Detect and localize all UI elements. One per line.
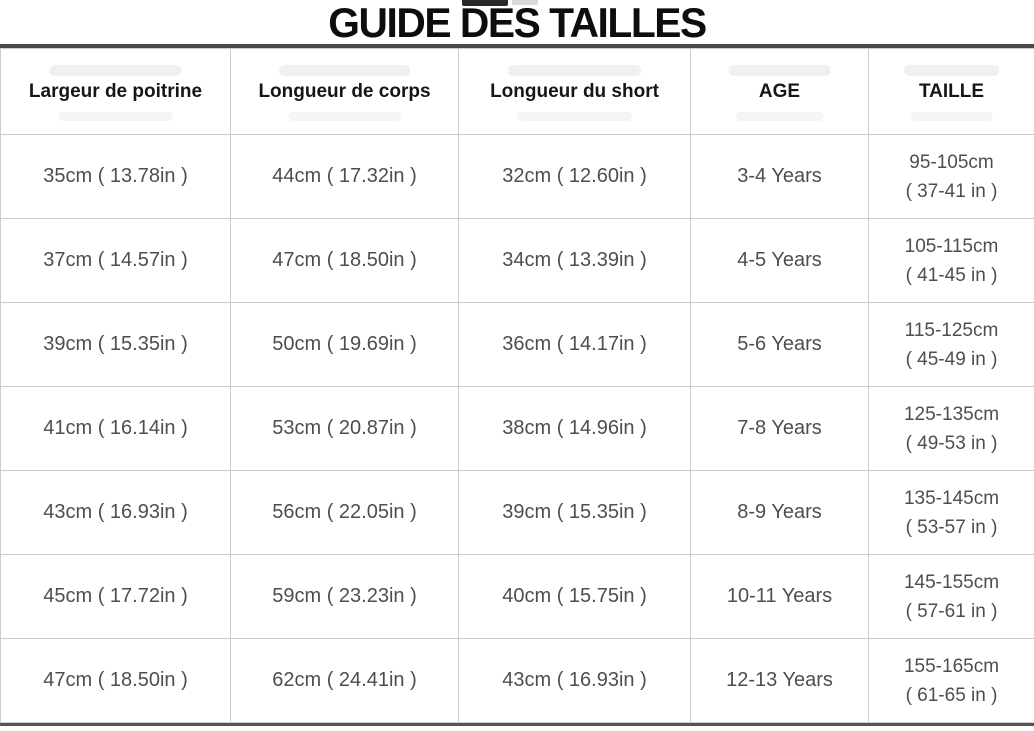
- cell-age: 12-13 Years: [690, 638, 869, 723]
- cell-short-length: 39cm ( 15.35in ): [458, 470, 691, 555]
- size-cm: 135-145cm: [903, 487, 1000, 509]
- size-cm: 155-165cm: [903, 655, 1000, 677]
- size-guide-table: Largeur de poitrine Longueur de corps Lo…: [0, 48, 1034, 723]
- cell-size: 155-165cm ( 61-65 in ): [868, 638, 1034, 723]
- table-row: 47cm ( 18.50in ) 62cm ( 24.41in ) 43cm (…: [0, 638, 1034, 723]
- cell-chest-width: 37cm ( 14.57in ): [0, 218, 231, 303]
- col-header-age: AGE: [690, 48, 869, 135]
- size-in: ( 53-57 in ): [905, 516, 998, 538]
- cell-body-length: 44cm ( 17.32in ): [230, 134, 459, 219]
- cell-size: 105-115cm ( 41-45 in ): [868, 218, 1034, 303]
- cell-chest-width: 35cm ( 13.78in ): [0, 134, 231, 219]
- cell-age: 4-5 Years: [690, 218, 869, 303]
- page-title: GUIDE DES TAILLES: [328, 0, 707, 46]
- cell-chest-width: 41cm ( 16.14in ): [0, 386, 231, 471]
- size-in: ( 45-49 in ): [905, 348, 998, 370]
- table-row: 39cm ( 15.35in ) 50cm ( 19.69in ) 36cm (…: [0, 302, 1034, 387]
- cell-short-length: 36cm ( 14.17in ): [458, 302, 691, 387]
- cell-age: 7-8 Years: [690, 386, 869, 471]
- size-cm: 145-155cm: [903, 571, 1000, 593]
- crop-artifact-dark: [462, 0, 508, 6]
- table-body: 35cm ( 13.78in ) 44cm ( 17.32in ) 32cm (…: [0, 134, 1034, 723]
- cell-age: 5-6 Years: [690, 302, 869, 387]
- size-in: ( 61-65 in ): [905, 684, 998, 706]
- table-row: 35cm ( 13.78in ) 44cm ( 17.32in ) 32cm (…: [0, 134, 1034, 219]
- col-header-size: TAILLE: [868, 48, 1034, 135]
- cell-body-length: 47cm ( 18.50in ): [230, 218, 459, 303]
- title-divider: [0, 44, 1034, 48]
- header-row: Largeur de poitrine Longueur de corps Lo…: [0, 48, 1034, 135]
- size-cm: 95-105cm: [909, 151, 994, 173]
- cell-body-length: 62cm ( 24.41in ): [230, 638, 459, 723]
- cell-short-length: 32cm ( 12.60in ): [458, 134, 691, 219]
- cell-size: 135-145cm ( 53-57 in ): [868, 470, 1034, 555]
- table-row: 41cm ( 16.14in ) 53cm ( 20.87in ) 38cm (…: [0, 386, 1034, 471]
- cell-short-length: 38cm ( 14.96in ): [458, 386, 691, 471]
- col-header-body-length: Longueur de corps: [230, 48, 459, 135]
- table-header: Largeur de poitrine Longueur de corps Lo…: [0, 48, 1034, 135]
- table-row: 45cm ( 17.72in ) 59cm ( 23.23in ) 40cm (…: [0, 554, 1034, 639]
- bottom-divider: [0, 723, 1034, 726]
- cell-body-length: 59cm ( 23.23in ): [230, 554, 459, 639]
- size-in: ( 57-61 in ): [905, 600, 998, 622]
- cell-chest-width: 43cm ( 16.93in ): [0, 470, 231, 555]
- cell-chest-width: 45cm ( 17.72in ): [0, 554, 231, 639]
- size-cm: 115-125cm: [904, 319, 999, 341]
- cell-age: 3-4 Years: [690, 134, 869, 219]
- cell-short-length: 34cm ( 13.39in ): [458, 218, 691, 303]
- size-in: ( 41-45 in ): [905, 264, 998, 286]
- cell-age: 8-9 Years: [690, 470, 869, 555]
- col-header-short-length: Longueur du short: [458, 48, 691, 135]
- cell-size: 145-155cm ( 57-61 in ): [868, 554, 1034, 639]
- size-cm: 105-115cm: [904, 235, 999, 257]
- col-header-chest-width: Largeur de poitrine: [0, 48, 231, 135]
- cell-body-length: 53cm ( 20.87in ): [230, 386, 459, 471]
- cell-chest-width: 39cm ( 15.35in ): [0, 302, 231, 387]
- cell-size: 125-135cm ( 49-53 in ): [868, 386, 1034, 471]
- table-row: 43cm ( 16.93in ) 56cm ( 22.05in ) 39cm (…: [0, 470, 1034, 555]
- crop-artifact-light: [512, 0, 538, 5]
- cell-body-length: 50cm ( 19.69in ): [230, 302, 459, 387]
- cell-chest-width: 47cm ( 18.50in ): [0, 638, 231, 723]
- cell-short-length: 43cm ( 16.93in ): [458, 638, 691, 723]
- cell-age: 10-11 Years: [690, 554, 869, 639]
- cell-short-length: 40cm ( 15.75in ): [458, 554, 691, 639]
- size-in: ( 49-53 in ): [905, 432, 998, 454]
- cell-body-length: 56cm ( 22.05in ): [230, 470, 459, 555]
- cell-size: 115-125cm ( 45-49 in ): [868, 302, 1034, 387]
- cell-size: 95-105cm ( 37-41 in ): [868, 134, 1034, 219]
- table-row: 37cm ( 14.57in ) 47cm ( 18.50in ) 34cm (…: [0, 218, 1034, 303]
- size-cm: 125-135cm: [903, 403, 1000, 425]
- size-in: ( 37-41 in ): [905, 180, 998, 202]
